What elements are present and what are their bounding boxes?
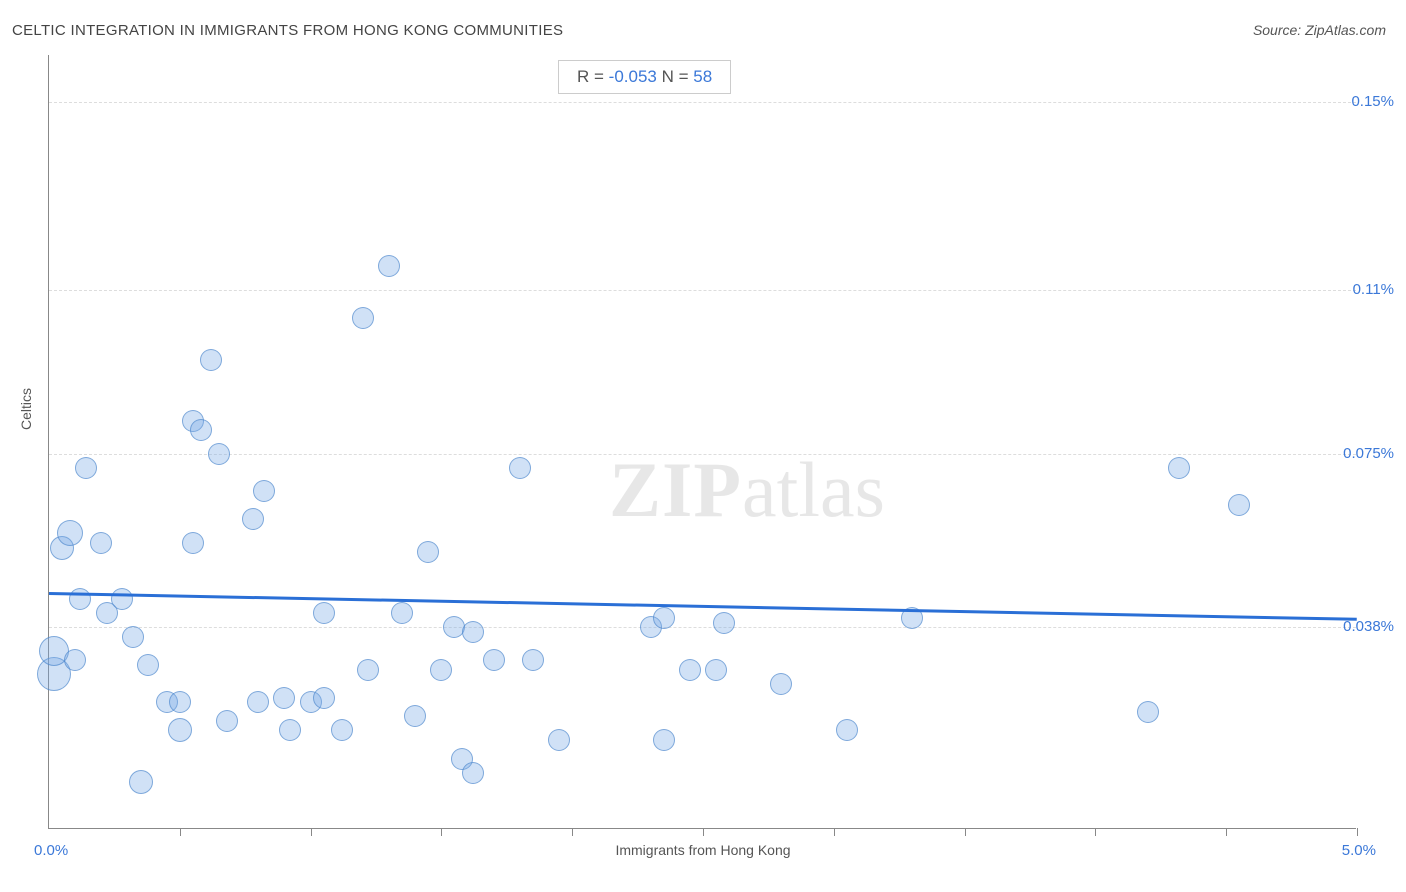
y-axis-label: Celtics — [18, 388, 34, 430]
n-value: 58 — [693, 67, 712, 86]
x-tick — [703, 828, 704, 836]
data-point — [653, 729, 675, 751]
data-point — [357, 659, 379, 681]
chart-title: CELTIC INTEGRATION IN IMMIGRANTS FROM HO… — [12, 22, 563, 39]
data-point — [1137, 701, 1159, 723]
r-label: R = — [577, 67, 609, 86]
data-point — [462, 621, 484, 643]
n-label: N = — [657, 67, 693, 86]
x-tick — [441, 828, 442, 836]
data-point — [313, 687, 335, 709]
data-point — [378, 255, 400, 277]
data-point — [705, 659, 727, 681]
data-point — [679, 659, 701, 681]
data-point — [770, 673, 792, 695]
data-point — [331, 719, 353, 741]
regression-line — [49, 592, 1357, 621]
data-point — [836, 719, 858, 741]
data-point — [57, 520, 83, 546]
data-point — [404, 705, 426, 727]
data-point — [430, 659, 452, 681]
data-point — [200, 349, 222, 371]
data-point — [208, 443, 230, 465]
data-point — [169, 691, 191, 713]
data-point — [391, 602, 413, 624]
data-point — [462, 762, 484, 784]
data-point — [483, 649, 505, 671]
data-point — [279, 719, 301, 741]
y-tick-label: 0.075% — [1343, 445, 1394, 462]
data-point — [75, 457, 97, 479]
data-point — [129, 770, 153, 794]
data-point — [1228, 494, 1250, 516]
data-point — [653, 607, 675, 629]
x-tick — [1095, 828, 1096, 836]
x-tick — [965, 828, 966, 836]
data-point — [64, 649, 86, 671]
x-tick — [311, 828, 312, 836]
grid-line — [49, 290, 1356, 291]
data-point — [137, 654, 159, 676]
r-value: -0.053 — [609, 67, 657, 86]
data-point — [168, 718, 192, 742]
data-point — [273, 687, 295, 709]
source-label: Source: ZipAtlas.com — [1253, 22, 1386, 38]
watermark: ZIPatlas — [609, 445, 885, 535]
data-point — [713, 612, 735, 634]
x-axis-max-label: 5.0% — [1342, 842, 1376, 859]
data-point — [1168, 457, 1190, 479]
data-point — [111, 588, 133, 610]
data-point — [69, 588, 91, 610]
data-point — [122, 626, 144, 648]
data-point — [90, 532, 112, 554]
y-tick-label: 0.11% — [1353, 281, 1394, 298]
data-point — [417, 541, 439, 563]
data-point — [522, 649, 544, 671]
data-point — [548, 729, 570, 751]
x-tick — [572, 828, 573, 836]
x-tick — [180, 828, 181, 836]
data-point — [190, 419, 212, 441]
data-point — [247, 691, 269, 713]
grid-line — [49, 454, 1356, 455]
data-point — [182, 532, 204, 554]
x-axis-min-label: 0.0% — [34, 842, 68, 859]
x-tick — [1357, 828, 1358, 836]
x-axis-label: Immigrants from Hong Kong — [0, 842, 1406, 858]
x-tick — [1226, 828, 1227, 836]
data-point — [352, 307, 374, 329]
y-tick-label: 0.15% — [1351, 93, 1394, 110]
grid-line — [49, 627, 1356, 628]
data-point — [253, 480, 275, 502]
y-tick-label: 0.038% — [1343, 618, 1394, 635]
data-point — [509, 457, 531, 479]
data-point — [216, 710, 238, 732]
x-tick — [834, 828, 835, 836]
stats-box: R = -0.053 N = 58 — [558, 60, 731, 94]
scatter-plot-area: ZIPatlas — [48, 55, 1356, 829]
data-point — [242, 508, 264, 530]
grid-line — [49, 102, 1356, 103]
data-point — [313, 602, 335, 624]
